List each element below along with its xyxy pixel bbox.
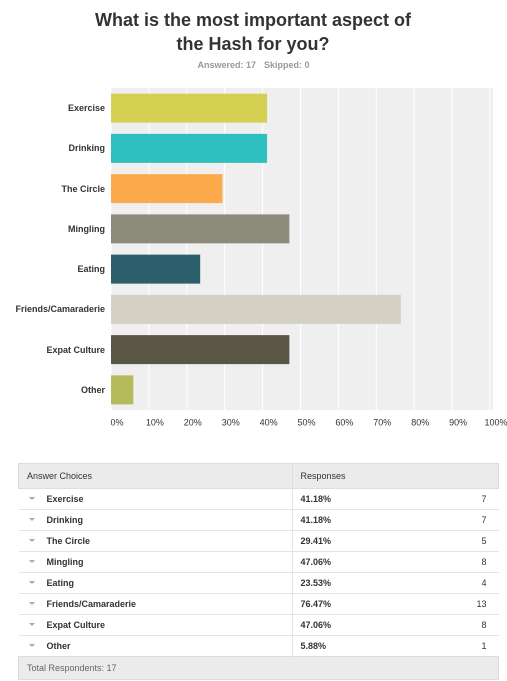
x-tick-label: 0% (110, 417, 123, 427)
bar (111, 254, 201, 284)
count: 8 (438, 614, 499, 636)
table-row: Expat Culture 47.06% 8 (18, 614, 499, 636)
answer-choice: Friends/Camaraderie (18, 593, 292, 615)
x-tick-label: 90% (449, 417, 467, 427)
x-tick-label: 60% (335, 417, 353, 427)
skipped: Skipped: 0 (264, 60, 310, 70)
x-tick-label: 80% (411, 417, 429, 427)
subtitle: Answered: 17 Skipped: 0 (0, 60, 507, 70)
bar (111, 375, 134, 405)
x-tick-label: 20% (184, 417, 202, 427)
table-footer-row: Total Respondents: 17 (18, 656, 499, 680)
count: 8 (438, 551, 499, 573)
y-tick-label: Drinking (68, 143, 105, 154)
count: 5 (438, 530, 499, 552)
percent: 29.41% (291, 530, 439, 552)
bar (111, 294, 401, 324)
table-row: Exercise 41.18% 7 (18, 488, 499, 510)
y-tick-label: Expat Culture (46, 344, 105, 355)
bar (111, 174, 223, 204)
table-row: Mingling 47.06% 8 (18, 551, 499, 573)
table-row: The Circle 29.41% 5 (18, 530, 499, 552)
table: Answer Choices Responses Exercise 41.18% 7… (18, 463, 499, 680)
x-tick-label: 10% (146, 417, 164, 427)
percent: 41.18% (291, 488, 439, 510)
y-tick-label: Eating (77, 264, 105, 275)
count: 1 (438, 635, 499, 657)
answer-choice: Expat Culture (18, 614, 292, 636)
bar (111, 214, 290, 244)
answer-choice: The Circle (18, 530, 292, 552)
y-tick-label: Exercise (67, 103, 105, 114)
table-header: Answer Choices (18, 463, 293, 489)
count: 13 (438, 593, 499, 615)
table-header: Responses (291, 463, 499, 489)
y-tick-label: Mingling (68, 223, 105, 234)
answer-choice: Mingling (18, 551, 292, 573)
y-tick-label: Friends/Camaraderie (15, 304, 105, 315)
percent: 23.53% (291, 572, 439, 594)
count: 4 (438, 572, 499, 594)
bar (111, 133, 268, 163)
table-row: Other 5.88% 1 (18, 635, 499, 657)
x-tick-label: 30% (222, 417, 240, 427)
table-footer: Total Respondents: 17 (18, 656, 499, 680)
bar (111, 93, 268, 123)
x-tick-label: 70% (373, 417, 391, 427)
percent: 41.18% (291, 509, 439, 531)
count: 7 (438, 509, 499, 531)
x-tick-label: 100% (484, 417, 507, 427)
answer-choice: Other (18, 635, 292, 657)
answer-choice: Exercise (18, 488, 292, 510)
answer-choice: Eating (18, 572, 292, 594)
percent: 5.88% (291, 635, 439, 657)
table-row: Drinking 41.18% 7 (18, 509, 499, 531)
y-tick-label: Other (80, 384, 105, 395)
table-row: Friends/Camaraderie 76.47% 13 (18, 593, 499, 615)
answer-choice: Drinking (18, 509, 292, 531)
chart: 0% 10% 20% 30% 40% 50% 60% 70% 80% 90% 100% (110, 88, 507, 427)
count: 7 (438, 488, 499, 510)
answered: Answered: 17 (197, 60, 256, 70)
percent: 47.06% (291, 614, 439, 636)
x-tick-label: 40% (260, 417, 278, 427)
percent: 47.06% (291, 551, 439, 573)
chart-title: What is the most important aspect of the… (94, 10, 412, 54)
y-tick-label: The Circle (61, 183, 105, 194)
bar (111, 335, 290, 365)
percent: 76.47% (291, 593, 439, 615)
table-row: Eating 23.53% 4 (18, 572, 499, 594)
x-tick-label: 50% (297, 417, 315, 427)
